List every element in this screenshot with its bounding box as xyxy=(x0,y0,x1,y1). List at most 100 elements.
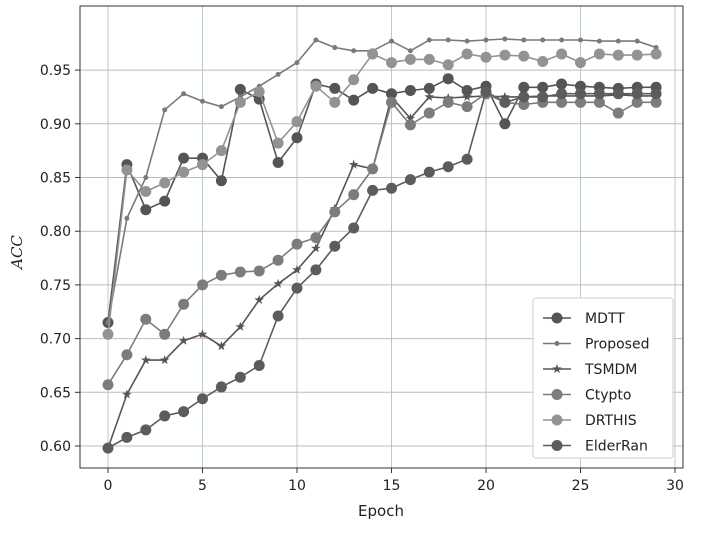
data-point xyxy=(272,310,284,322)
data-point xyxy=(612,88,624,100)
data-point xyxy=(499,118,511,130)
y-tick-label: 0.95 xyxy=(40,63,71,79)
data-point xyxy=(102,442,114,454)
data-point xyxy=(215,381,227,393)
data-point xyxy=(499,49,511,61)
data-point xyxy=(426,37,432,43)
data-point xyxy=(348,159,359,169)
legend-marker xyxy=(552,364,562,373)
data-point xyxy=(404,85,416,97)
series-mdtt xyxy=(102,73,662,328)
data-point xyxy=(140,204,152,216)
x-tick-label: 15 xyxy=(383,478,401,494)
data-point xyxy=(461,101,473,113)
data-point xyxy=(631,49,643,61)
y-tick-label: 0.90 xyxy=(40,117,71,133)
data-point xyxy=(253,93,265,105)
data-point xyxy=(292,264,302,274)
x-tick-label: 30 xyxy=(666,478,684,494)
data-point xyxy=(216,341,227,351)
data-point xyxy=(442,73,454,85)
legend-marker xyxy=(551,440,563,451)
data-point xyxy=(122,389,132,399)
data-point xyxy=(386,57,397,69)
series-proposed xyxy=(105,36,659,325)
data-point xyxy=(159,195,171,207)
series-elderran xyxy=(102,86,662,454)
series-ctypto xyxy=(102,88,662,391)
data-point xyxy=(559,37,565,43)
data-point xyxy=(329,82,341,94)
legend-label: Ctypto xyxy=(585,388,632,404)
data-point xyxy=(404,119,416,131)
data-point xyxy=(181,91,187,97)
data-point xyxy=(423,166,435,178)
data-point xyxy=(215,145,227,157)
y-tick-label: 0.75 xyxy=(40,278,71,294)
data-point xyxy=(386,96,397,108)
legend-label: DRTHIS xyxy=(585,413,637,429)
data-point xyxy=(537,56,549,68)
data-point xyxy=(348,222,360,234)
data-point xyxy=(631,96,643,108)
data-point xyxy=(197,159,208,171)
data-point xyxy=(483,37,489,43)
data-point xyxy=(462,91,472,101)
data-point xyxy=(502,36,508,42)
data-point xyxy=(631,88,643,100)
data-point xyxy=(253,86,265,98)
data-point xyxy=(254,294,264,304)
data-point xyxy=(445,37,451,43)
data-point xyxy=(234,266,246,278)
data-point xyxy=(215,269,227,281)
y-tick-label: 0.70 xyxy=(40,332,71,348)
legend-item: MDTT xyxy=(543,311,625,327)
data-point xyxy=(310,80,322,92)
data-point xyxy=(121,431,133,443)
data-point xyxy=(593,96,605,108)
data-point xyxy=(518,98,530,110)
legend-marker xyxy=(551,312,563,324)
data-point xyxy=(424,91,435,101)
data-point xyxy=(518,50,530,62)
legend-item: TSMDM xyxy=(543,362,637,378)
data-point xyxy=(575,80,586,92)
data-point xyxy=(351,48,357,54)
data-point xyxy=(442,161,454,173)
data-point xyxy=(141,355,151,365)
data-point xyxy=(218,104,224,110)
data-point xyxy=(575,96,586,108)
data-point xyxy=(162,107,168,113)
data-point xyxy=(140,185,152,197)
data-point xyxy=(540,37,546,43)
data-point xyxy=(234,96,246,108)
data-point xyxy=(556,48,568,60)
data-point xyxy=(407,48,413,54)
legend-marker xyxy=(551,389,563,400)
y-tick-label: 0.65 xyxy=(40,385,71,401)
data-point xyxy=(348,94,360,106)
data-point xyxy=(404,174,416,186)
series-line xyxy=(107,77,657,323)
data-point xyxy=(612,49,624,61)
data-point xyxy=(178,166,190,178)
data-point xyxy=(367,82,379,94)
legend-label: TSMDM xyxy=(584,362,637,378)
data-point xyxy=(348,74,360,86)
data-point xyxy=(329,96,341,108)
legend-item: DRTHIS xyxy=(543,413,637,429)
data-point xyxy=(121,164,133,176)
data-point xyxy=(197,279,208,291)
data-point xyxy=(650,48,662,60)
data-point xyxy=(159,328,171,340)
data-point xyxy=(291,132,303,144)
y-tick-label: 0.60 xyxy=(40,439,71,455)
data-point xyxy=(593,88,605,100)
series-line xyxy=(107,38,657,323)
data-point xyxy=(159,410,171,422)
data-point xyxy=(273,278,283,288)
data-point xyxy=(518,81,530,93)
data-point xyxy=(480,86,492,98)
data-point xyxy=(291,282,303,294)
data-point xyxy=(367,48,379,60)
